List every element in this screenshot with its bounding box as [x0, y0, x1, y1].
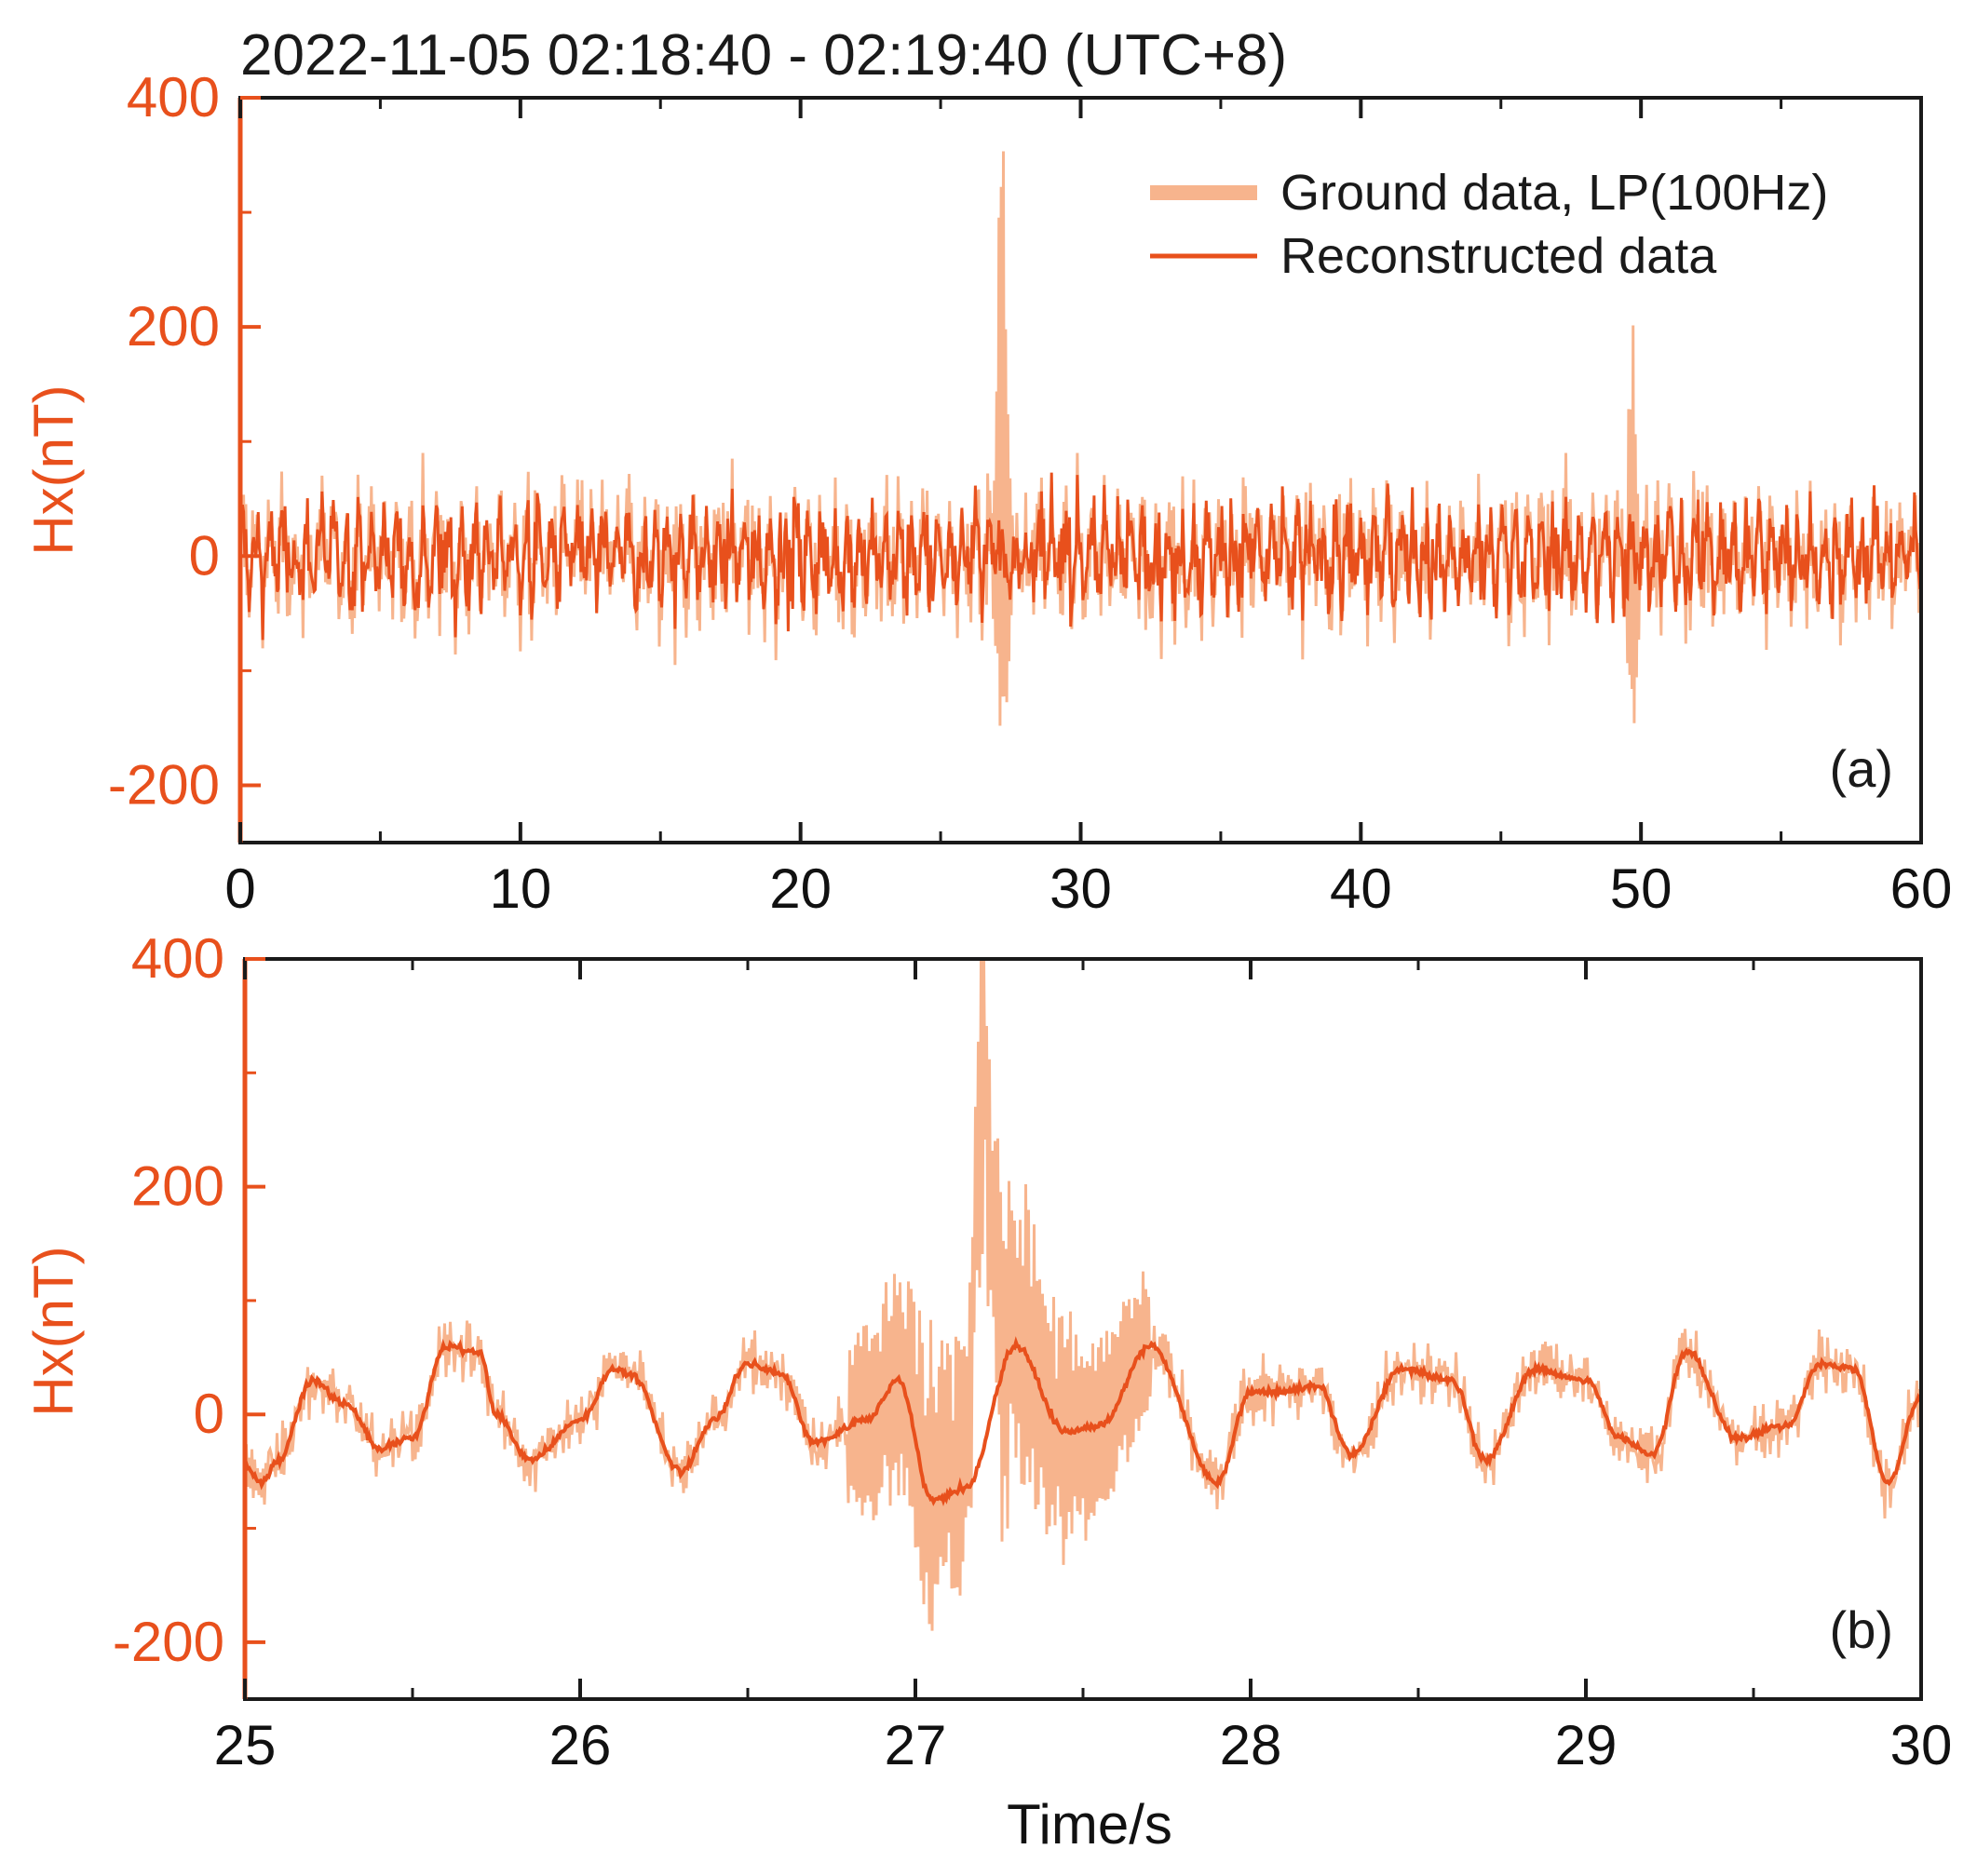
panel-a-y-axis-title: Hx(nT) [22, 385, 85, 555]
panel-b-y-ticks: -200 0 200 400 [113, 927, 265, 1673]
panel-a-y-tick-label: -200 [108, 753, 220, 816]
panel-b-x-ticks: 25 26 27 28 29 30 [214, 959, 1953, 1776]
panel-b: 25 26 27 28 29 30 -200 0 200 400 Hx(nT) (b) Time… [22, 927, 1952, 1856]
panel-b-plot-area [245, 959, 1921, 1631]
panel-a-y-ticks: -200 0 200 400 [108, 66, 261, 816]
panel-a-y-tick-label: 400 [127, 66, 220, 128]
panel-b-y-tick-label: 400 [131, 927, 224, 990]
figure-title: 2022-11-05 02:18:40 - 02:19:40 (UTC+8) [240, 23, 1287, 88]
panel-a-x-ticks: 0 10 20 30 40 50 60 [224, 98, 1952, 920]
panel-b-series-ground [245, 959, 1921, 1631]
panel-a-x-tick-label: 60 [1890, 857, 1953, 920]
panel-b-frame [243, 957, 1923, 1701]
panel-b-y-tick-label: -200 [113, 1611, 224, 1673]
panel-b-x-tick-label: 26 [549, 1714, 612, 1776]
panel-b-x-tick-label: 29 [1555, 1714, 1618, 1776]
panel-a-x-tick-label: 10 [489, 857, 551, 920]
panel-a-plot-area [240, 151, 1921, 726]
panel-a-y-tick-label: 0 [189, 524, 220, 587]
panel-b-x-tick-label: 27 [885, 1714, 947, 1776]
panel-a-label: (a) [1830, 739, 1893, 798]
panel-b-y-tick-label: 0 [194, 1383, 224, 1445]
panel-a-x-tick-label: 40 [1330, 857, 1392, 920]
panel-b-x-tick-label: 28 [1220, 1714, 1282, 1776]
panel-b-label: (b) [1830, 1600, 1893, 1659]
panel-b-y-tick-label: 200 [131, 1155, 224, 1218]
legend-label-ground: Ground data, LP(100Hz) [1280, 165, 1828, 221]
panel-b-x-axis-title: Time/s [1007, 1793, 1172, 1856]
panel-b-x-tick-label: 25 [214, 1714, 277, 1776]
panel-b-y-axis-title: Hx(nT) [22, 1246, 85, 1416]
panel-b-series-reconstructed [245, 1336, 1921, 1506]
panel-a-y-tick-label: 200 [127, 295, 220, 358]
panel-b-x-tick-label: 30 [1890, 1714, 1953, 1776]
panel-a-x-tick-label: 0 [224, 857, 255, 920]
panel-a-x-tick-label: 50 [1610, 857, 1672, 920]
legend-label-reconstructed: Reconstructed data [1280, 228, 1717, 284]
panel-a-series-reconstructed [240, 472, 1921, 641]
legend: Ground data, LP(100Hz) Reconstructed dat… [1150, 165, 1828, 284]
panel-a-x-tick-label: 20 [769, 857, 832, 920]
panel-a-x-tick-label: 30 [1049, 857, 1112, 920]
